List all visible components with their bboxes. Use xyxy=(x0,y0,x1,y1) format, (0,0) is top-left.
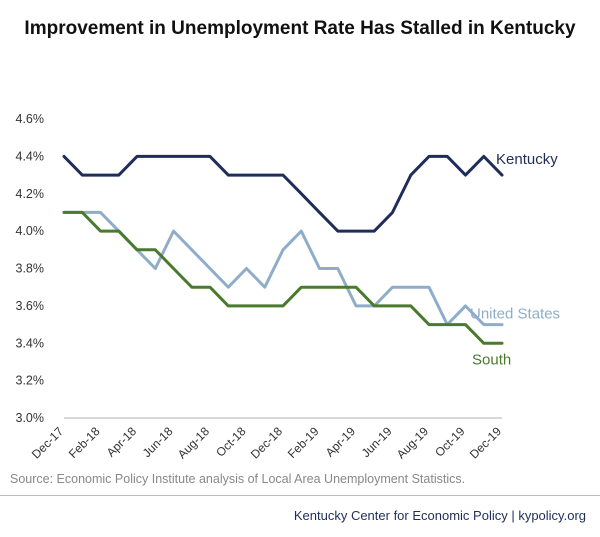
footer-credit: Kentucky Center for Economic Policy | ky… xyxy=(293,508,586,523)
footer-divider xyxy=(0,495,600,496)
x-tick-label: Dec-17 xyxy=(29,424,66,461)
series-line-kentucky xyxy=(62,154,504,233)
y-tick-label: 4.0% xyxy=(16,224,45,238)
x-tick-label: Dec-19 xyxy=(467,424,504,461)
x-tick-label: Apr-18 xyxy=(104,424,140,460)
series-line-united-states xyxy=(62,210,504,327)
y-tick-label: 4.4% xyxy=(16,149,45,163)
x-tick-label: Feb-18 xyxy=(66,424,103,461)
x-tick-label: Jun-19 xyxy=(359,424,395,460)
y-tick-label: 3.8% xyxy=(16,262,45,276)
x-tick-label: Feb-19 xyxy=(285,424,322,461)
x-axis-ticks: Dec-17 Feb-18 Apr-18 Jun-18 Aug-18 Oct-18 Dec-… xyxy=(29,424,504,461)
series-line-south xyxy=(62,210,504,345)
x-tick-label: Oct-18 xyxy=(213,424,249,460)
x-tick-label: Apr-19 xyxy=(323,424,359,460)
y-tick-label: 3.6% xyxy=(16,299,45,313)
x-tick-label: Dec-18 xyxy=(248,424,285,461)
series-label-south: South xyxy=(472,351,511,368)
y-tick-label: 3.4% xyxy=(16,336,45,350)
y-axis-ticks: 3.0% 3.2% 3.4% 3.6% 3.8% 4.0% 4.2% 4.4% 4.6% xyxy=(16,112,45,425)
x-tick-label: Jun-18 xyxy=(140,424,176,460)
source-note: Source: Economic Policy Institute analys… xyxy=(10,472,466,486)
y-tick-label: 3.2% xyxy=(16,374,45,388)
x-tick-label: Oct-19 xyxy=(432,424,468,460)
x-tick-label: Aug-18 xyxy=(175,424,212,461)
series-label-united-states: United States xyxy=(470,306,560,323)
series-lines xyxy=(62,154,504,345)
x-tick-label: Aug-19 xyxy=(394,424,431,461)
series-labels: Kentucky United States South xyxy=(470,151,560,368)
y-tick-label: 4.6% xyxy=(16,112,45,126)
chart-title: Improvement in Unemployment Rate Has Sta… xyxy=(24,18,576,39)
series-label-kentucky: Kentucky xyxy=(496,151,558,168)
y-tick-label: 3.0% xyxy=(16,411,45,425)
y-tick-label: 4.2% xyxy=(16,187,45,201)
